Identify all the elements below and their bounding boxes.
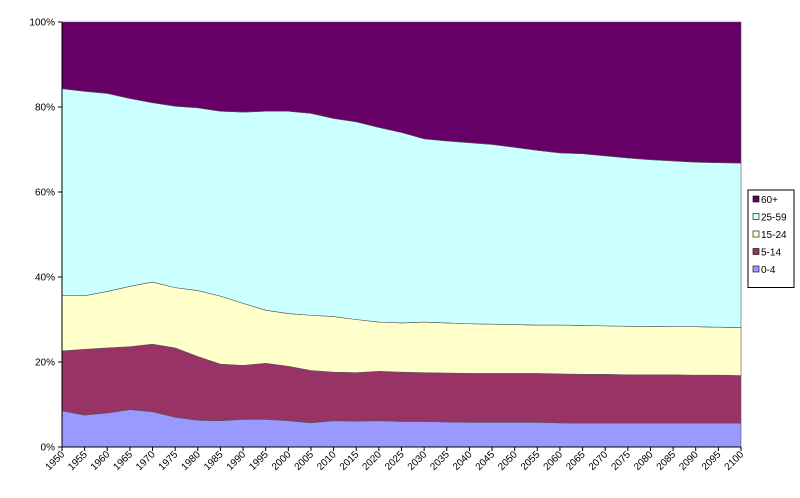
x-tick-label: 1960 — [89, 449, 113, 473]
x-tick-label: 2040 — [451, 449, 475, 473]
x-tick-label: 2005 — [293, 449, 317, 473]
x-tick-label: 1955 — [66, 449, 90, 473]
legend: 60+ 25-59 15-24 5-14 0-4 — [747, 189, 795, 288]
x-tick-label: 1985 — [202, 449, 226, 473]
x-tick-label: 1970 — [134, 449, 158, 473]
x-tick-label: 2030 — [406, 449, 430, 473]
y-tick-label: 20% — [35, 358, 55, 369]
legend-swatch — [752, 230, 760, 238]
x-tick-label: 2010 — [315, 449, 339, 473]
x-tick-label: 2050 — [496, 449, 520, 473]
legend-label: 15-24 — [761, 230, 787, 241]
x-tick-label: 2100 — [723, 449, 747, 473]
area — [61, 21, 742, 164]
x-tick-label: 2035 — [428, 449, 452, 473]
y-tick-label: 100% — [29, 18, 55, 29]
x-tick-label: 2025 — [383, 449, 407, 473]
x-tick-label: 2090 — [677, 449, 701, 473]
x-tick-label: 2070 — [587, 449, 611, 473]
x-tick-label: 1965 — [112, 449, 136, 473]
x-tick-label: 2000 — [270, 449, 294, 473]
x-tick-label: 2095 — [700, 449, 724, 473]
legend-label: 25-59 — [761, 213, 787, 224]
x-tick-label: 2085 — [655, 449, 679, 473]
x-tick-label: 2080 — [632, 449, 656, 473]
x-tick-label: 1990 — [225, 449, 249, 473]
x-tick-label: 2075 — [609, 449, 633, 473]
x-tick-label: 2060 — [542, 449, 566, 473]
legend-swatch — [752, 195, 760, 203]
y-tick-label: 80% — [35, 103, 55, 114]
x-tick-label: 2045 — [474, 449, 498, 473]
legend-label: 0-4 — [761, 265, 776, 276]
x-tick-label: 1995 — [247, 449, 271, 473]
legend-swatch — [752, 248, 760, 255]
x-tick-label: 2015 — [338, 449, 362, 473]
legend-swatch — [752, 213, 760, 220]
y-tick-label: 60% — [35, 188, 55, 199]
x-tick-label: 2055 — [519, 449, 543, 473]
legend-label: 5-14 — [761, 248, 781, 259]
x-tick-label: 1975 — [157, 449, 181, 473]
x-tick-label: 2020 — [360, 449, 384, 473]
legend-label: 60+ — [761, 195, 778, 206]
legend-swatch — [752, 265, 760, 273]
x-tick-label: 1980 — [179, 449, 203, 473]
y-tick-label: 40% — [35, 273, 55, 284]
y-tick-label: 0% — [41, 443, 56, 454]
x-tick-label: 2065 — [564, 449, 588, 473]
